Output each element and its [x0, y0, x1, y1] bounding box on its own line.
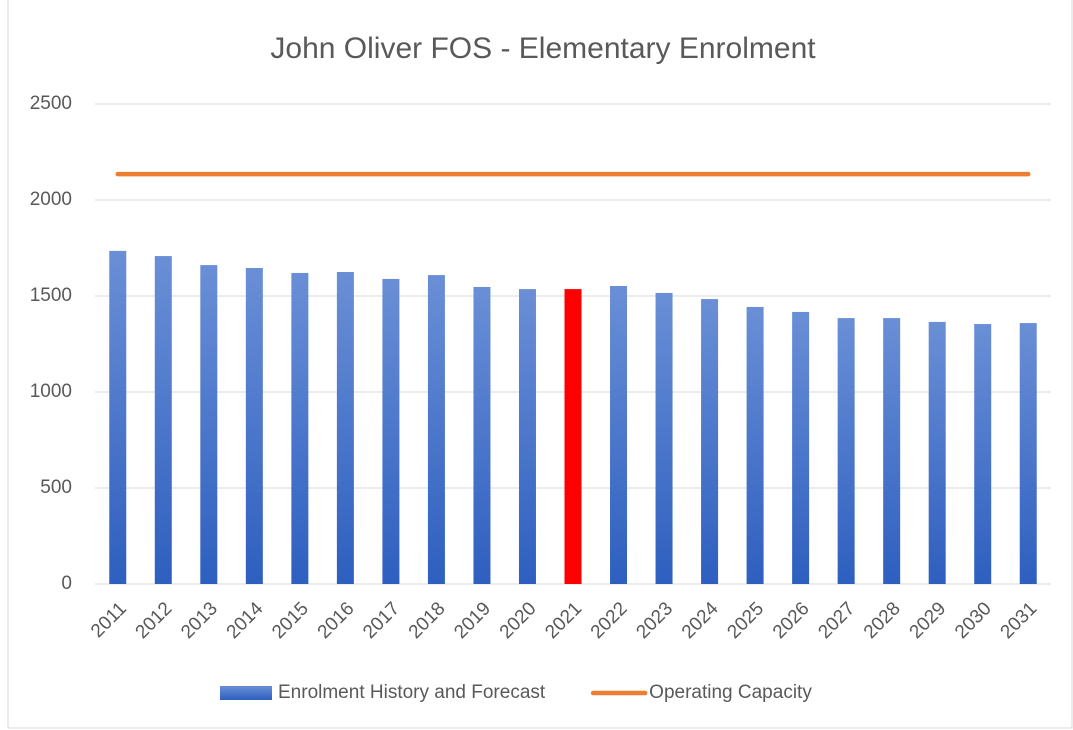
y-tick-label: 2500 [30, 93, 72, 114]
legend-swatch [220, 686, 272, 700]
bar [837, 318, 855, 584]
bar [245, 267, 263, 584]
chart-title: John Oliver FOS - Elementary Enrolment [270, 32, 816, 65]
bar [336, 272, 354, 584]
legend-label: Enrolment History and Forecast [278, 682, 546, 703]
y-tick-label: 500 [40, 477, 72, 498]
bar [109, 250, 127, 584]
bar [883, 318, 901, 584]
y-tick-label: 2000 [30, 189, 72, 210]
y-tick-label: 1500 [30, 285, 72, 306]
chart-border [7, 0, 1073, 729]
x-tick-label: 2029 [906, 598, 951, 643]
bar [1019, 323, 1037, 584]
x-tick-label: 2014 [223, 598, 268, 643]
bar [610, 286, 628, 584]
x-tick-label: 2019 [450, 598, 495, 643]
bar [427, 275, 445, 584]
x-tick-label: 2016 [314, 598, 359, 643]
bar [291, 272, 309, 584]
bar [564, 289, 582, 584]
x-tick-label: 2013 [177, 598, 222, 643]
bar [701, 299, 719, 584]
x-tick-label: 2025 [723, 598, 768, 643]
bar [792, 311, 810, 584]
x-tick-label: 2028 [860, 598, 905, 643]
x-tick-label: 2024 [678, 598, 723, 643]
bar [655, 292, 673, 584]
x-tick-label: 2023 [632, 598, 677, 643]
bar [928, 321, 946, 584]
y-tick-label: 0 [61, 573, 72, 594]
x-tick-label: 2012 [132, 598, 177, 643]
x-tick-label: 2021 [541, 598, 586, 643]
x-tick-label: 2018 [405, 598, 450, 643]
x-tick-label: 2022 [587, 598, 632, 643]
bar [382, 278, 400, 584]
x-tick-label: 2027 [814, 598, 859, 643]
y-tick-label: 1000 [30, 381, 72, 402]
legend-label: Operating Capacity [649, 682, 812, 703]
x-tick-label: 2031 [997, 598, 1042, 643]
bar [473, 286, 491, 584]
bar [746, 306, 764, 584]
bar [518, 289, 536, 584]
bar [200, 265, 218, 584]
bar [154, 256, 172, 584]
x-tick-label: 2026 [769, 598, 814, 643]
x-tick-label: 2011 [87, 598, 131, 642]
bar [974, 324, 992, 584]
x-tick-label: 2017 [359, 598, 404, 643]
x-tick-label: 2030 [951, 598, 996, 643]
x-tick-label: 2020 [496, 598, 541, 643]
x-tick-label: 2015 [268, 598, 313, 643]
